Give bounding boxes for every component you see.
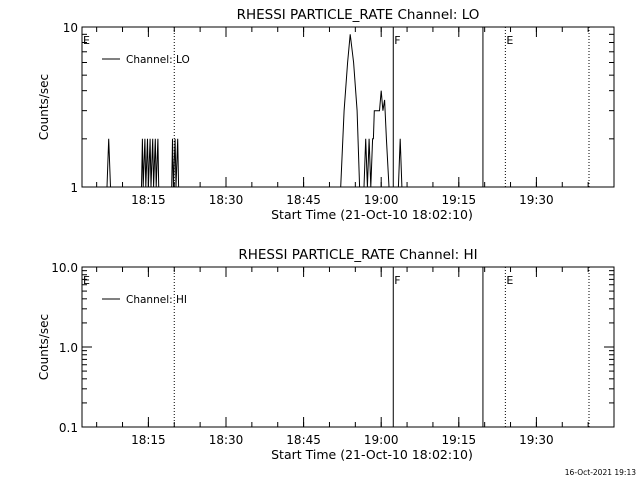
x-axis-label: Start Time (21-Oct-10 18:02:10) [271,207,473,222]
plot-frame [81,266,615,428]
x-tick-label: 19:00 [364,193,399,207]
plot-timestamp: 16-Oct-2021 19:13 [565,468,636,477]
event-marker-label: E [506,34,513,47]
event-marker-label: F [394,274,400,287]
x-tick-label: 19:00 [364,433,399,447]
lo-channel-panel: RHESSI PARTICLE_RATE Channel: LO 1 10 Count… [37,7,615,222]
y-tick-label: 10 [63,21,78,35]
x-tick-label: 19:15 [442,433,477,447]
x-tick-label: 19:30 [519,193,554,207]
x-tick-label: 18:45 [286,193,321,207]
y-tick-label: 1.0 [59,341,78,355]
y-tick-label: 0.1 [59,421,78,435]
plot-frame [81,26,615,188]
chart-title: RHESSI PARTICLE_RATE Channel: HI [238,247,477,263]
series-line-channel-lo [106,34,403,188]
x-tick-label: 18:30 [209,433,244,447]
y-tick-label: 1 [70,181,78,195]
event-marker-label: F [394,34,400,47]
legend-label: Channel: HI [126,294,187,306]
hi-channel-panel: RHESSI PARTICLE_RATE Channel: HI 0.1 1.0 10… [37,247,615,462]
x-tick-label: 18:45 [286,433,321,447]
x-tick-label: 18:15 [131,433,166,447]
event-marker-label: E [83,34,90,47]
event-marker-label: E [506,274,513,287]
y-axis-label: Counts/sec [37,74,51,140]
chart-title: RHESSI PARTICLE_RATE Channel: LO [237,7,480,23]
event-marker-label: E [83,274,90,287]
legend-label: Channel: LO [126,54,190,66]
x-tick-label: 19:15 [442,193,477,207]
x-axis-label: Start Time (21-Oct-10 18:02:10) [271,447,473,462]
y-axis-label: Counts/sec [37,314,51,380]
x-tick-label: 18:30 [209,193,244,207]
x-tick-label: 18:15 [131,193,166,207]
x-tick-label: 19:30 [519,433,554,447]
y-tick-label: 10.0 [51,261,78,275]
